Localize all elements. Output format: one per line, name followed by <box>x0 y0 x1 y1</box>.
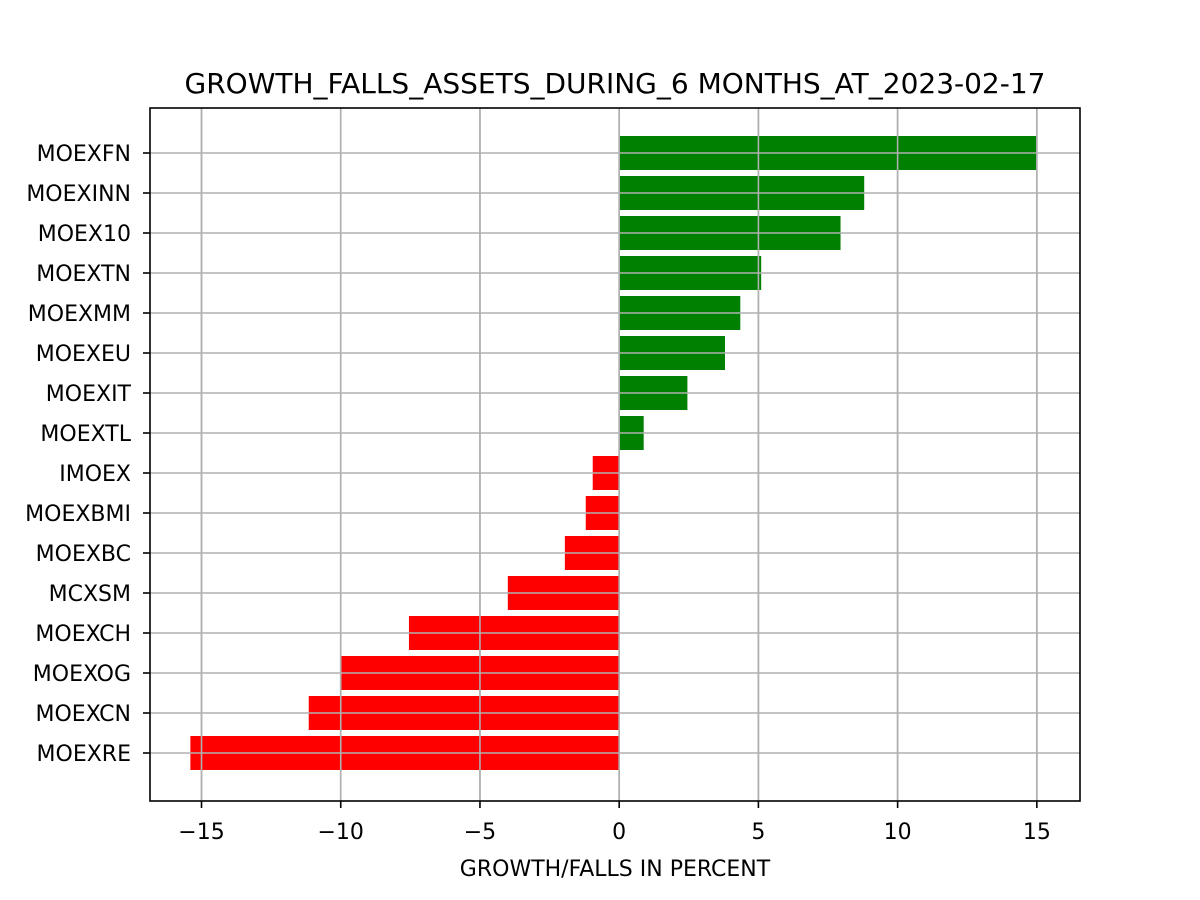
x-tick-label: −15 <box>178 820 224 845</box>
x-tick-label: 10 <box>884 820 912 845</box>
y-tick-label-moexog: MOEXOG <box>33 662 131 687</box>
x-tick-label: −10 <box>318 820 364 845</box>
y-tick-label-moexbc: MOEXBC <box>36 542 131 567</box>
y-tick-label-moexmm: MOEXMM <box>28 302 131 327</box>
chart-title: GROWTH_FALLS_ASSETS_DURING_6 MONTHS_AT_2… <box>185 67 1046 100</box>
y-tick-label-imoex: IMOEX <box>59 462 131 487</box>
y-tick-label-moexbmi: MOEXBMI <box>25 502 131 527</box>
y-tick-label-moexcn: MOEXCN <box>36 702 132 727</box>
y-tick-label-moexch: MOEXCH <box>35 622 131 647</box>
x-tick-label: 5 <box>751 820 765 845</box>
y-tick-label-moex10: MOEX10 <box>38 222 131 247</box>
x-tick-label: −5 <box>464 820 496 845</box>
y-tick-label-moexinn: MOEXINN <box>26 182 131 207</box>
plot-frame <box>149 107 1081 802</box>
y-tick-label-mcxsm: MCXSM <box>49 582 131 607</box>
y-tick-label-moextl: MOEXTL <box>40 422 131 447</box>
bar-layer <box>150 108 1080 801</box>
y-tick-label-moexit: MOEXIT <box>46 382 132 407</box>
x-axis-label: GROWTH/FALLS IN PERCENT <box>460 857 771 882</box>
y-tick-label-moexfn: MOEXFN <box>37 142 131 167</box>
x-tick-label: 15 <box>1023 820 1051 845</box>
y-tick-label-moextn: MOEXTN <box>36 262 131 287</box>
y-tick-label-moexre: MOEXRE <box>37 742 131 767</box>
x-axis-ticks: −15 −10 −5 0 5 10 15 <box>178 801 1051 845</box>
x-tick-label: 0 <box>612 820 626 845</box>
y-axis-ticks: MOEXFN MOEXINN MOEX10 MOEXTN MOEXMM MOEXEU MOE… <box>25 142 150 767</box>
y-tick-label-moexeu: MOEXEU <box>36 342 131 367</box>
